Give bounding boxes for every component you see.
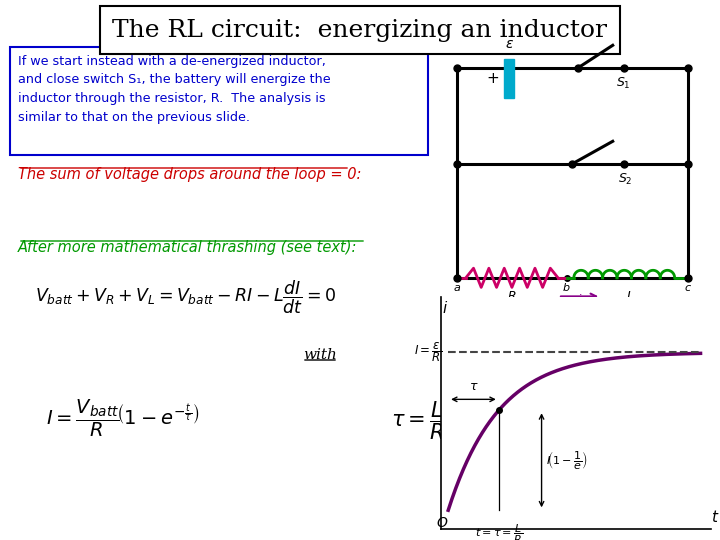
Text: $I\!\left(1-\dfrac{1}{e}\right)$: $I\!\left(1-\dfrac{1}{e}\right)$	[546, 449, 588, 471]
Text: $S_2$: $S_2$	[618, 172, 633, 187]
Text: +: +	[487, 71, 500, 86]
Text: b: b	[563, 284, 570, 293]
Text: After more mathematical thrashing (see text):: After more mathematical thrashing (see t…	[18, 240, 357, 255]
Text: $i$: $i$	[441, 300, 448, 316]
Text: $\tau = \dfrac{L}{R}$: $\tau = \dfrac{L}{R}$	[391, 400, 445, 442]
Text: $I = \dfrac{V_{batt}}{R}\!\left(1 - e^{-\frac{t}{\tau}}\right)$: $I = \dfrac{V_{batt}}{R}\!\left(1 - e^{-…	[46, 398, 199, 439]
Text: The sum of voltage drops around the loop = 0:: The sum of voltage drops around the loop…	[18, 167, 361, 182]
Text: If we start instead with a de-energized inductor,
and close switch S₁, the batte: If we start instead with a de-energized …	[18, 55, 330, 124]
Text: $\tau$: $\tau$	[469, 380, 478, 393]
Text: $t = \tau = \dfrac{L}{R}$: $t = \tau = \dfrac{L}{R}$	[474, 523, 523, 540]
Text: $O$: $O$	[436, 516, 449, 530]
Text: L: L	[626, 291, 634, 303]
Text: $i$: $i$	[577, 293, 582, 307]
Text: $V_{batt} + V_R + V_L = V_{batt} - RI - L\dfrac{dI}{dt} = 0$: $V_{batt} + V_R + V_L = V_{batt} - RI - …	[35, 278, 336, 316]
Text: $S_1$: $S_1$	[616, 76, 630, 91]
Text: $t$: $t$	[711, 509, 720, 524]
Text: The RL circuit:  energizing an inductor: The RL circuit: energizing an inductor	[112, 18, 608, 42]
Text: $\varepsilon$: $\varepsilon$	[505, 37, 513, 51]
Text: R: R	[508, 291, 516, 303]
Bar	[504, 59, 514, 98]
Text: $I = \dfrac{\varepsilon}{R}$: $I = \dfrac{\varepsilon}{R}$	[414, 340, 442, 364]
Bar	[10, 47, 428, 155]
Text: c: c	[685, 284, 690, 293]
Text: a: a	[454, 284, 461, 293]
Text: with: with	[303, 348, 337, 362]
